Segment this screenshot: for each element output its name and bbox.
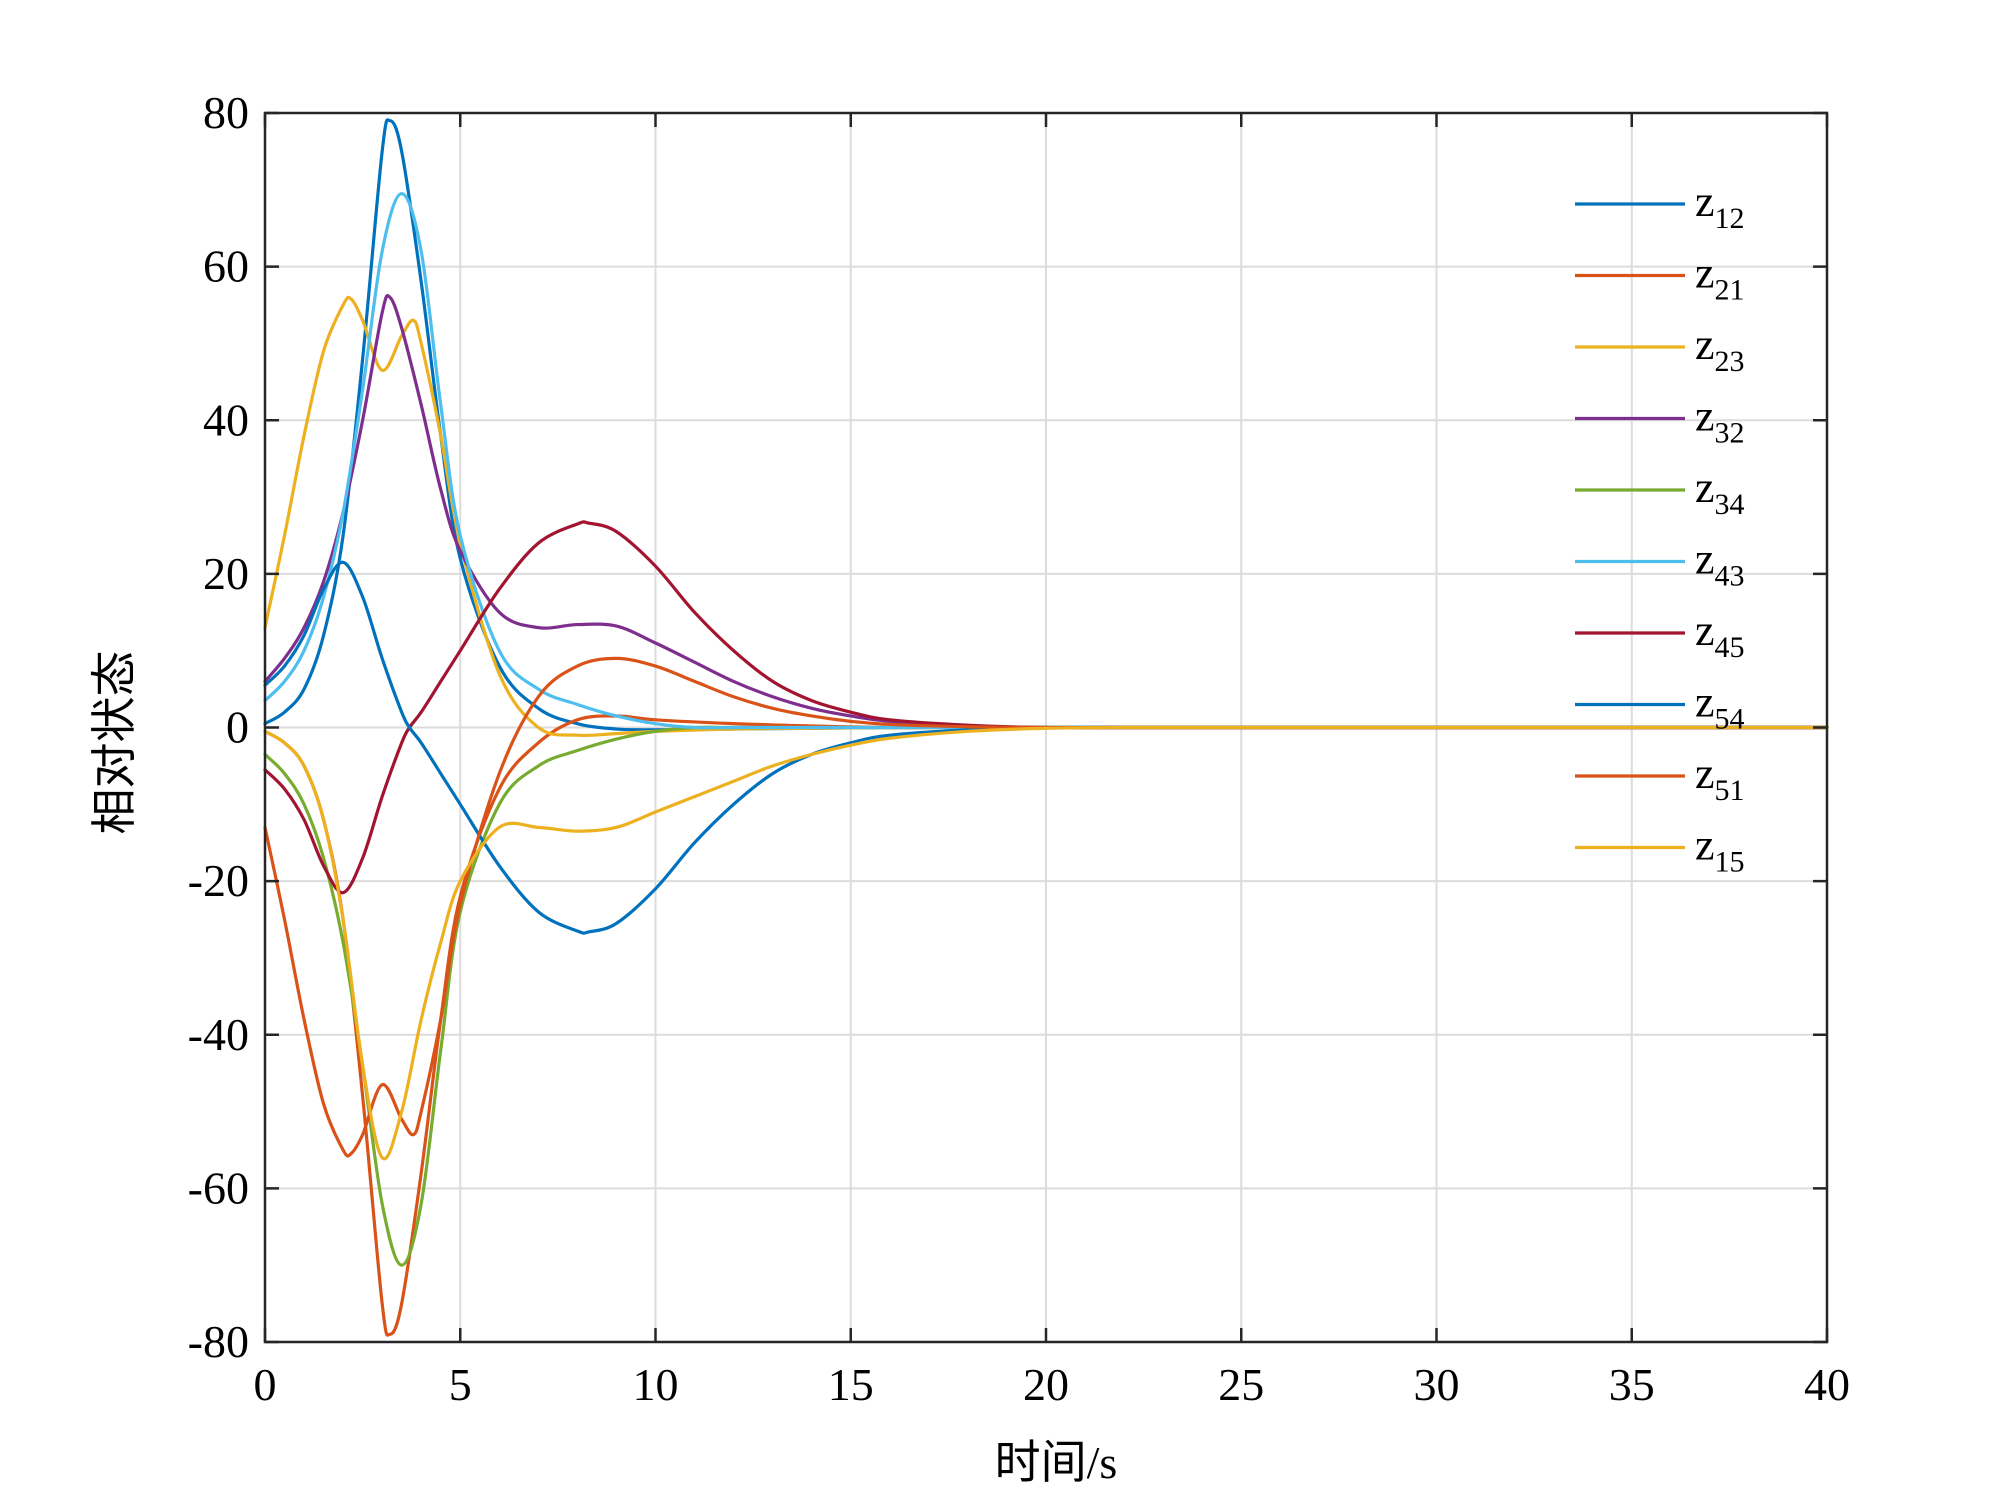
legend-label-base: z xyxy=(1695,177,1715,226)
legend-label-z23: z23 xyxy=(1695,320,1745,378)
legend-label-z32: z32 xyxy=(1695,392,1745,450)
legend-label-z43: z43 xyxy=(1695,535,1745,593)
legend-label-subscript: 12 xyxy=(1715,202,1745,235)
y-tick-label: 20 xyxy=(203,548,249,599)
legend-label-subscript: 54 xyxy=(1715,703,1745,736)
legend-label-base: z xyxy=(1695,320,1715,369)
legend-label-base: z xyxy=(1695,249,1715,298)
legend-label-subscript: 32 xyxy=(1715,417,1745,450)
x-tick-label: 15 xyxy=(828,1359,874,1410)
legend-label-subscript: 23 xyxy=(1715,345,1745,378)
x-axis-label: 时间/s xyxy=(995,1437,1118,1488)
legend-label-z34: z34 xyxy=(1695,463,1745,521)
legend-label-subscript: 43 xyxy=(1715,560,1745,593)
legend-label-z45: z45 xyxy=(1695,606,1745,664)
legend-label-z12: z12 xyxy=(1695,177,1745,235)
legend-label-z21: z21 xyxy=(1695,249,1745,307)
legend-label-subscript: 21 xyxy=(1715,274,1745,307)
legend-label-base: z xyxy=(1695,749,1715,798)
tick-labels: 0 5 10 15 20 25 30 35 40 80 60 40 20 0 -20 -40 -60 -80 xyxy=(188,87,1850,1410)
series-lines xyxy=(263,118,1829,1337)
y-tick-label: -60 xyxy=(188,1162,249,1213)
legend-label-base: z xyxy=(1695,606,1715,655)
x-tick-label: 25 xyxy=(1218,1359,1264,1410)
series-line-z15 xyxy=(263,725,1829,1161)
legend-label-z15: z15 xyxy=(1695,821,1745,879)
x-tick-label: 30 xyxy=(1414,1359,1460,1410)
x-tick-label: 35 xyxy=(1609,1359,1655,1410)
axes-frame xyxy=(263,111,1829,1344)
legend-label-subscript: 45 xyxy=(1715,631,1745,664)
legend-label-base: z xyxy=(1695,678,1715,727)
legend-label-base: z xyxy=(1695,821,1715,870)
y-tick-label: 60 xyxy=(203,241,249,292)
x-tick-label: 20 xyxy=(1023,1359,1069,1410)
legend-label-base: z xyxy=(1695,392,1715,441)
x-tick-label: 10 xyxy=(633,1359,679,1410)
y-tick-label: 0 xyxy=(226,702,249,753)
y-axis-label: 相对状态 xyxy=(89,651,140,835)
legend-label-subscript: 15 xyxy=(1715,846,1745,879)
legend-label-base: z xyxy=(1695,535,1715,584)
x-tick-label: 5 xyxy=(449,1359,472,1410)
legend-label-z51: z51 xyxy=(1695,749,1745,807)
y-tick-label: -20 xyxy=(188,855,249,906)
legend-label-subscript: 34 xyxy=(1715,488,1745,521)
y-tick-label: -40 xyxy=(188,1009,249,1060)
legend-label-subscript: 51 xyxy=(1715,774,1745,807)
x-tick-label: 40 xyxy=(1804,1359,1850,1410)
y-tick-label: 40 xyxy=(203,394,249,445)
y-tick-label: -80 xyxy=(188,1316,249,1367)
x-tick-label: 0 xyxy=(254,1359,277,1410)
legend-label-base: z xyxy=(1695,463,1715,512)
y-tick-label: 80 xyxy=(203,87,249,138)
legend-label-z54: z54 xyxy=(1695,678,1745,736)
